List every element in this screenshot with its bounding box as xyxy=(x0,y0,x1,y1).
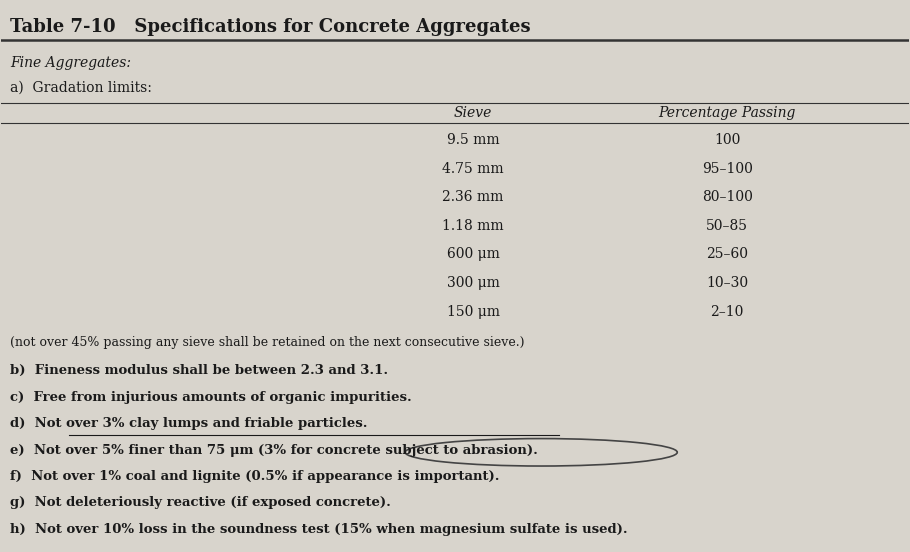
Text: e)  Not over 5% finer than 75 μm (3% for concrete subject to abrasion).: e) Not over 5% finer than 75 μm (3% for … xyxy=(10,443,539,457)
Text: 9.5 mm: 9.5 mm xyxy=(447,133,500,147)
Text: 100: 100 xyxy=(714,133,741,147)
Text: 2.36 mm: 2.36 mm xyxy=(442,190,504,204)
Text: 2–10: 2–10 xyxy=(711,305,743,319)
Text: c)  Free from injurious amounts of organic impurities.: c) Free from injurious amounts of organi… xyxy=(10,391,412,404)
Text: Sieve: Sieve xyxy=(454,106,492,120)
Text: d)  Not over 3% clay lumps and friable particles.: d) Not over 3% clay lumps and friable pa… xyxy=(10,417,368,430)
Text: Percentage Passing: Percentage Passing xyxy=(659,106,796,120)
Text: 150 μm: 150 μm xyxy=(447,305,500,319)
Text: h)  Not over 10% loss in the soundness test (15% when magnesium sulfate is used): h) Not over 10% loss in the soundness te… xyxy=(10,523,628,535)
Text: 4.75 mm: 4.75 mm xyxy=(442,162,504,176)
Text: a)  Gradation limits:: a) Gradation limits: xyxy=(10,81,152,95)
Text: 1.18 mm: 1.18 mm xyxy=(442,219,504,233)
Text: b)  Fineness modulus shall be between 2.3 and 3.1.: b) Fineness modulus shall be between 2.3… xyxy=(10,364,389,378)
Text: 80–100: 80–100 xyxy=(702,190,753,204)
Text: 300 μm: 300 μm xyxy=(447,276,500,290)
Text: 25–60: 25–60 xyxy=(706,247,748,262)
Text: Table 7-10   Specifications for Concrete Aggregates: Table 7-10 Specifications for Concrete A… xyxy=(10,18,531,36)
Text: Fine Aggregates:: Fine Aggregates: xyxy=(10,56,131,70)
Text: 600 μm: 600 μm xyxy=(447,247,500,262)
Text: g)  Not deleteriously reactive (if exposed concrete).: g) Not deleteriously reactive (if expose… xyxy=(10,496,391,509)
Text: f)  Not over 1% coal and lignite (0.5% if appearance is important).: f) Not over 1% coal and lignite (0.5% if… xyxy=(10,470,500,483)
Text: 10–30: 10–30 xyxy=(706,276,748,290)
Text: 95–100: 95–100 xyxy=(702,162,753,176)
Text: 50–85: 50–85 xyxy=(706,219,748,233)
Text: (not over 45% passing any sieve shall be retained on the next consecutive sieve.: (not over 45% passing any sieve shall be… xyxy=(10,336,525,349)
